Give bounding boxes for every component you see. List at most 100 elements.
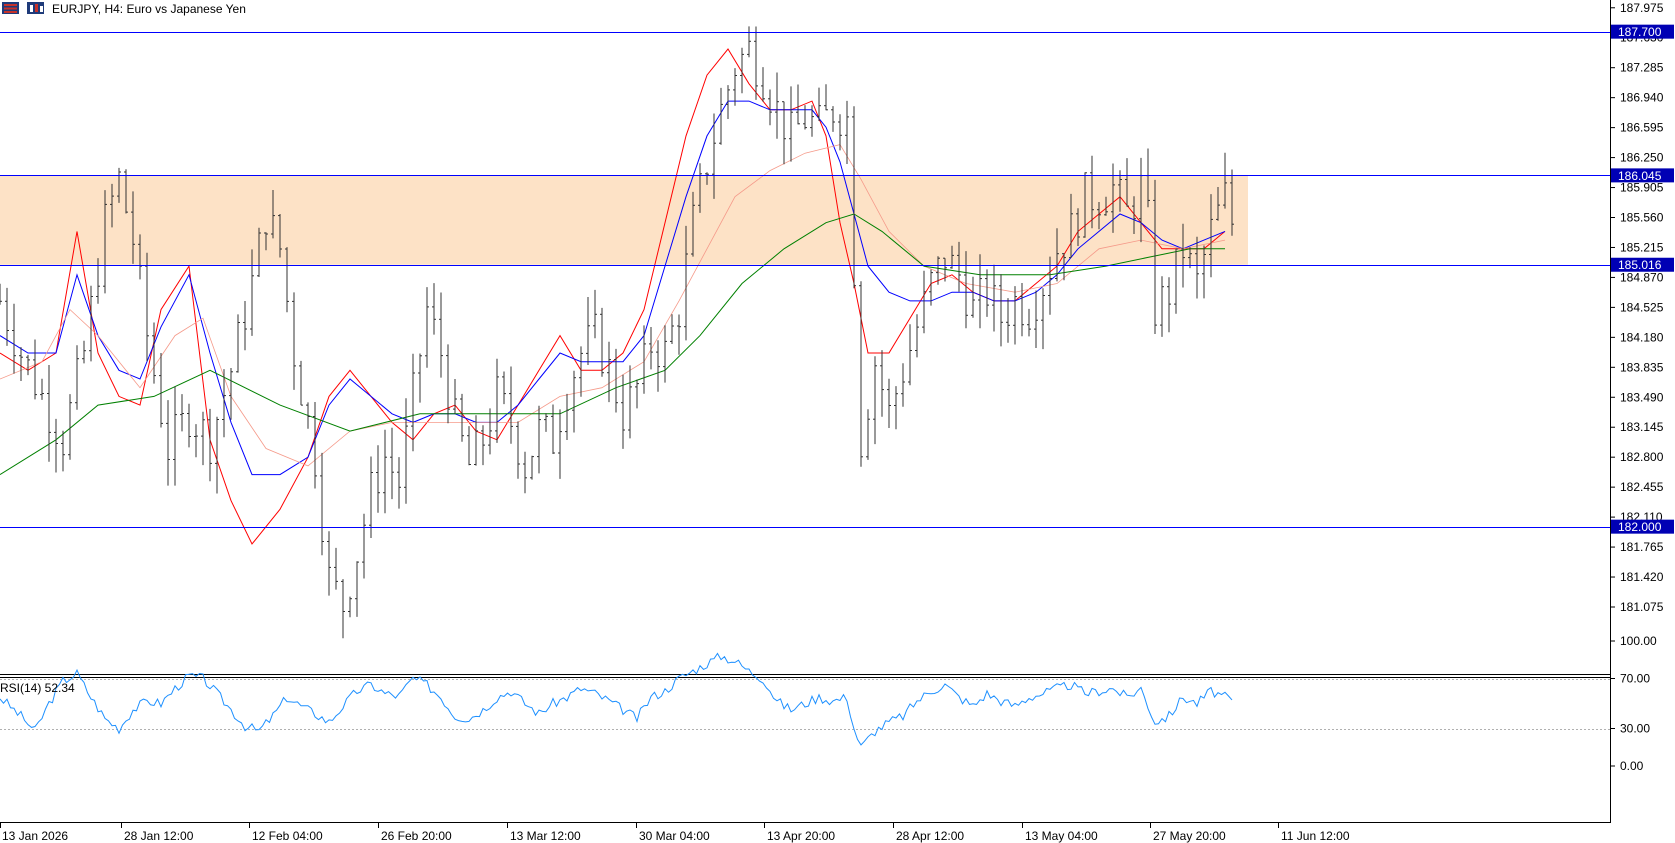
candle bbox=[894, 386, 898, 430]
candle bbox=[1160, 276, 1164, 337]
candle bbox=[348, 596, 352, 618]
candle bbox=[719, 87, 723, 145]
candle bbox=[880, 350, 884, 417]
candle bbox=[712, 113, 716, 199]
time-tick-label: 30 Mar 04:00 bbox=[639, 829, 710, 843]
candle bbox=[663, 325, 667, 383]
candle bbox=[222, 369, 226, 438]
price-tick-label: 187.285 bbox=[1620, 61, 1664, 75]
candle bbox=[1188, 247, 1192, 269]
candle bbox=[810, 105, 814, 137]
candle bbox=[194, 424, 198, 458]
price-tick-label: 187.975 bbox=[1620, 1, 1664, 15]
candle bbox=[558, 409, 562, 479]
candle bbox=[124, 169, 128, 214]
candle bbox=[999, 274, 1003, 347]
candle bbox=[1020, 283, 1024, 337]
price-tick-label: 183.490 bbox=[1620, 390, 1664, 404]
time-tick-label: 13 Mar 12:00 bbox=[510, 829, 581, 843]
candle bbox=[383, 429, 387, 514]
price-tick-label: 184.870 bbox=[1620, 270, 1664, 284]
candle bbox=[614, 348, 618, 413]
candle bbox=[1209, 194, 1213, 278]
candle bbox=[453, 379, 457, 414]
price-tick-label: 186.595 bbox=[1620, 121, 1664, 135]
candle bbox=[1041, 288, 1045, 350]
candle bbox=[852, 106, 856, 289]
candle bbox=[768, 89, 772, 126]
candle bbox=[1132, 196, 1136, 234]
candle bbox=[670, 314, 674, 344]
time-tick-label: 11 Jun 12:00 bbox=[1281, 829, 1350, 843]
candle bbox=[54, 418, 58, 473]
chart-title: EURJPY, H4: Euro vs Japanese Yen bbox=[52, 2, 246, 16]
candle bbox=[425, 287, 429, 368]
candle bbox=[1034, 290, 1038, 348]
candle bbox=[208, 408, 212, 482]
candle bbox=[481, 425, 485, 466]
candle bbox=[103, 190, 107, 294]
candle bbox=[1027, 308, 1031, 337]
candle bbox=[215, 416, 219, 494]
time-tick-label: 13 Jan 2026 bbox=[2, 829, 68, 843]
candle bbox=[1202, 245, 1206, 299]
candle bbox=[1118, 170, 1122, 212]
candle bbox=[89, 285, 93, 362]
candle bbox=[908, 324, 912, 386]
candle bbox=[1097, 202, 1101, 230]
chart-type-icon[interactable] bbox=[27, 2, 44, 14]
candle bbox=[586, 297, 590, 365]
candle bbox=[1083, 172, 1087, 238]
candle bbox=[474, 415, 478, 466]
candle bbox=[33, 339, 37, 400]
time-tick-label: 28 Apr 12:00 bbox=[896, 829, 964, 843]
rsi-tick-label: 100.00 bbox=[1620, 634, 1657, 648]
candle bbox=[705, 172, 709, 185]
candle bbox=[859, 281, 863, 467]
candle bbox=[915, 314, 919, 358]
candle bbox=[390, 427, 394, 500]
candle bbox=[593, 289, 597, 339]
candle bbox=[117, 167, 121, 203]
candle bbox=[537, 405, 541, 474]
candle bbox=[544, 413, 548, 432]
level-price-tag: 186.045 bbox=[1611, 168, 1674, 183]
moving-average-2 bbox=[0, 100, 1226, 476]
rsi-label: RSI(14) 52.34 bbox=[0, 681, 75, 695]
candle bbox=[929, 269, 933, 306]
candle bbox=[369, 456, 373, 538]
candle bbox=[292, 292, 296, 390]
candle bbox=[439, 292, 443, 378]
candle bbox=[782, 101, 786, 165]
candle bbox=[649, 327, 653, 370]
candle bbox=[264, 232, 268, 251]
candle bbox=[845, 100, 849, 164]
candle bbox=[180, 394, 184, 432]
candle bbox=[600, 307, 604, 377]
candle bbox=[145, 252, 149, 362]
rsi-line bbox=[0, 652, 1233, 746]
candle bbox=[467, 426, 471, 466]
candle bbox=[236, 314, 240, 373]
candle bbox=[1069, 193, 1073, 259]
window-menu-icon[interactable] bbox=[2, 2, 19, 14]
candle bbox=[271, 190, 275, 239]
svg-text:182.000: 182.000 bbox=[1618, 520, 1662, 534]
candle bbox=[5, 287, 9, 346]
candle bbox=[411, 353, 415, 452]
rsi-tick-label: 30.00 bbox=[1620, 722, 1650, 736]
price-tick-label: 182.800 bbox=[1620, 450, 1664, 464]
candle bbox=[1104, 196, 1108, 216]
level-price-tag: 182.000 bbox=[1611, 519, 1674, 534]
candle bbox=[873, 356, 877, 445]
candle bbox=[201, 411, 205, 466]
candle bbox=[831, 106, 835, 132]
candle bbox=[278, 214, 282, 258]
candle bbox=[334, 547, 338, 590]
candle bbox=[229, 368, 233, 420]
candle bbox=[355, 561, 359, 617]
candle bbox=[432, 283, 436, 335]
candle bbox=[1090, 155, 1094, 229]
time-tick-label: 27 May 20:00 bbox=[1153, 829, 1226, 843]
